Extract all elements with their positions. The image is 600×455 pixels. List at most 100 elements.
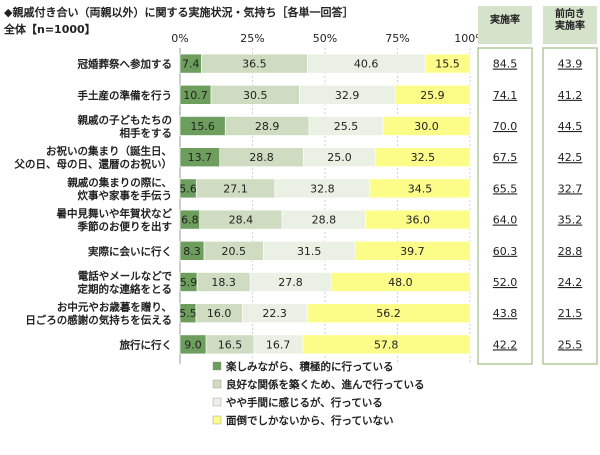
bar-segment [354, 241, 471, 261]
bar-value-label: 5.6 [179, 182, 197, 195]
side-column-value: 65.5 [493, 182, 518, 195]
bar-segment [382, 116, 471, 136]
bar-value-label: 56.2 [376, 307, 401, 320]
side-column-value: 32.7 [558, 182, 583, 195]
bar-value-label: 27.1 [223, 182, 248, 195]
bar-value-label: 27.8 [278, 276, 303, 289]
bar-value-label: 32.9 [335, 89, 360, 102]
category-label: 暑中見舞いや年賀状など [57, 207, 173, 220]
side-column-value: 64.0 [493, 214, 518, 227]
side-column-value: 35.2 [558, 214, 583, 227]
side-column-value: 24.2 [558, 276, 583, 289]
legend-label: 良好な関係を築くため、進んで行っている [226, 378, 424, 391]
bar-segment [365, 209, 471, 230]
bar-value-label: 22.3 [262, 307, 287, 320]
side-column-value: 41.2 [558, 89, 583, 102]
category-label: 定期的な連絡をとる [77, 283, 173, 296]
side-column-value: 42.5 [558, 151, 583, 164]
bar-segment [302, 334, 471, 355]
category-label: 親戚の集まりの際に、 [67, 176, 172, 189]
bar-value-label: 39.7 [400, 245, 425, 258]
bar-value-label: 10.7 [183, 89, 208, 102]
category-label: 冠婚葬祭へ参加する [78, 58, 173, 71]
legend-swatch [212, 397, 222, 407]
side-column-value: 84.5 [493, 58, 518, 71]
bar-value-label: 8.3 [183, 245, 201, 258]
bar-value-label: 25.9 [420, 89, 445, 102]
category-label: 手土産の準備を行う [78, 89, 173, 102]
side-column-value: 67.5 [493, 151, 518, 164]
x-tick-label: 100% [454, 32, 485, 45]
legend-swatch [212, 379, 222, 389]
chart-subtitle: 全体【n=1000】 [4, 23, 96, 36]
category-label: 相手をする [120, 127, 173, 140]
category-label: お祝いの集まり（誕生日、 [46, 145, 172, 158]
bar-segment [369, 178, 471, 199]
bar-value-label: 25.5 [334, 120, 359, 133]
category-label: 旅行に行く [120, 338, 173, 351]
bar-value-label: 5.9 [180, 276, 198, 289]
bar-segment [394, 85, 471, 105]
legend-label: 面倒でしかないから、行っていない [226, 414, 393, 427]
bar-value-label: 36.5 [242, 58, 267, 71]
bar-value-label: 5.5 [179, 307, 197, 320]
bar-value-label: 15.5 [435, 58, 460, 71]
side-column-value: 28.8 [558, 245, 583, 258]
bar-value-label: 34.5 [408, 182, 433, 195]
side-column-header: 実施率 [555, 19, 585, 32]
category-label: 日ごろの感謝の気持ちを伝える [25, 314, 172, 327]
category-label: 実際に会いに行く [88, 245, 172, 258]
bar-value-label: 16.0 [207, 307, 232, 320]
bar-segment [424, 53, 471, 74]
bar-value-label: 28.8 [249, 151, 274, 164]
bar-value-label: 28.9 [255, 120, 280, 133]
bar-value-label: 30.0 [414, 120, 439, 133]
category-label: 電話やメールなどで [78, 270, 173, 283]
bar-value-label: 31.5 [297, 245, 322, 258]
bar-value-label: 16.7 [266, 338, 291, 351]
bar-value-label: 28.8 [312, 214, 337, 227]
side-column-value: 70.0 [493, 120, 518, 133]
category-label: 親戚の子どもたちの [78, 114, 173, 127]
side-column-value: 43.8 [493, 307, 518, 320]
legend-swatch [212, 361, 222, 371]
x-tick-label: 25% [240, 32, 264, 45]
bar-value-label: 32.8 [310, 182, 335, 195]
bar-value-label: 20.5 [222, 245, 247, 258]
legend-label: 楽しみながら、積極的に行っている [225, 360, 393, 373]
bar-value-label: 36.0 [406, 214, 431, 227]
category-label: 季節のお便りを出す [77, 220, 173, 233]
side-column-frame [477, 47, 533, 365]
bar-value-label: 30.5 [243, 89, 268, 102]
side-column-value: 25.5 [558, 338, 583, 351]
side-column-value: 42.2 [493, 338, 518, 351]
bar-value-label: 6.8 [181, 214, 199, 227]
bar-value-label: 48.0 [388, 276, 413, 289]
side-column-frame [542, 47, 598, 365]
side-column-header-bg [543, 6, 597, 44]
bar-value-label: 16.5 [218, 338, 243, 351]
category-label: お中元やお歳暮を贈り、 [57, 301, 172, 314]
side-column-value: 74.1 [493, 89, 518, 102]
side-column-header-bg [478, 6, 532, 44]
side-column-header: 実施率 [490, 13, 520, 26]
bar-value-label: 57.8 [374, 338, 399, 351]
side-column-value: 21.5 [558, 307, 583, 320]
bar-segment [375, 147, 471, 167]
side-column-value: 43.9 [558, 58, 583, 71]
category-label: 炊事や家事を手伝う [78, 189, 173, 202]
side-column-header: 前向き [555, 7, 585, 20]
bar-segment [330, 272, 471, 292]
bar-value-label: 18.3 [211, 276, 236, 289]
bar-value-label: 15.6 [190, 120, 215, 133]
legend-label: やや手間に感じるが、行っている [226, 396, 383, 409]
bar-segment [306, 303, 471, 324]
side-column-value: 60.3 [493, 245, 518, 258]
side-column-value: 44.5 [558, 120, 583, 133]
legend-swatch [212, 415, 222, 425]
bar-value-label: 13.7 [188, 151, 213, 164]
chart-title: ◆親戚付き合い（両親以外）に関する実施状況・気持ち［各単一回答］ [4, 6, 354, 19]
bar-value-label: 32.5 [411, 151, 436, 164]
bar-value-label: 40.6 [354, 58, 379, 71]
